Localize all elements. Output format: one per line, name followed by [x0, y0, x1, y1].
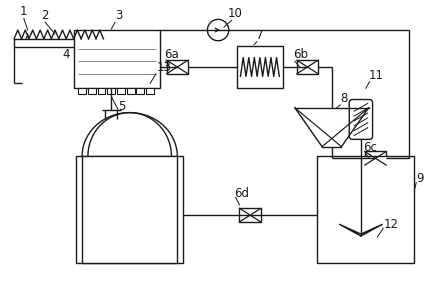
Text: 13: 13	[157, 61, 172, 74]
Bar	[117, 88, 125, 94]
Text: 6a: 6a	[164, 48, 179, 61]
Text: 4: 4	[62, 48, 70, 61]
Bar	[136, 88, 144, 94]
Bar	[317, 156, 414, 263]
Bar	[127, 88, 135, 94]
Text: 5: 5	[118, 100, 125, 112]
Text: 6d: 6d	[233, 187, 249, 200]
Text: 3: 3	[115, 9, 123, 22]
Bar	[146, 88, 154, 94]
Bar	[240, 208, 261, 222]
Bar	[237, 46, 283, 88]
Bar	[74, 30, 160, 88]
Text: 11: 11	[369, 68, 384, 82]
Bar	[88, 88, 96, 94]
Text: 9: 9	[416, 172, 424, 185]
Bar	[78, 88, 86, 94]
Text: 1: 1	[20, 5, 27, 18]
Bar	[14, 39, 104, 46]
Bar	[97, 88, 105, 94]
Bar	[365, 152, 386, 165]
Bar	[82, 156, 177, 263]
Text: 10: 10	[228, 7, 243, 20]
Text: 6b: 6b	[293, 48, 308, 61]
Text: 6c: 6c	[363, 141, 377, 154]
FancyBboxPatch shape	[349, 100, 373, 140]
Bar	[76, 156, 183, 263]
Text: 12: 12	[383, 218, 398, 231]
Bar	[297, 60, 318, 74]
Text: 2: 2	[41, 9, 49, 22]
Text: 7: 7	[256, 29, 264, 42]
Bar	[107, 88, 115, 94]
Text: 8: 8	[341, 92, 348, 105]
Bar	[167, 60, 188, 74]
